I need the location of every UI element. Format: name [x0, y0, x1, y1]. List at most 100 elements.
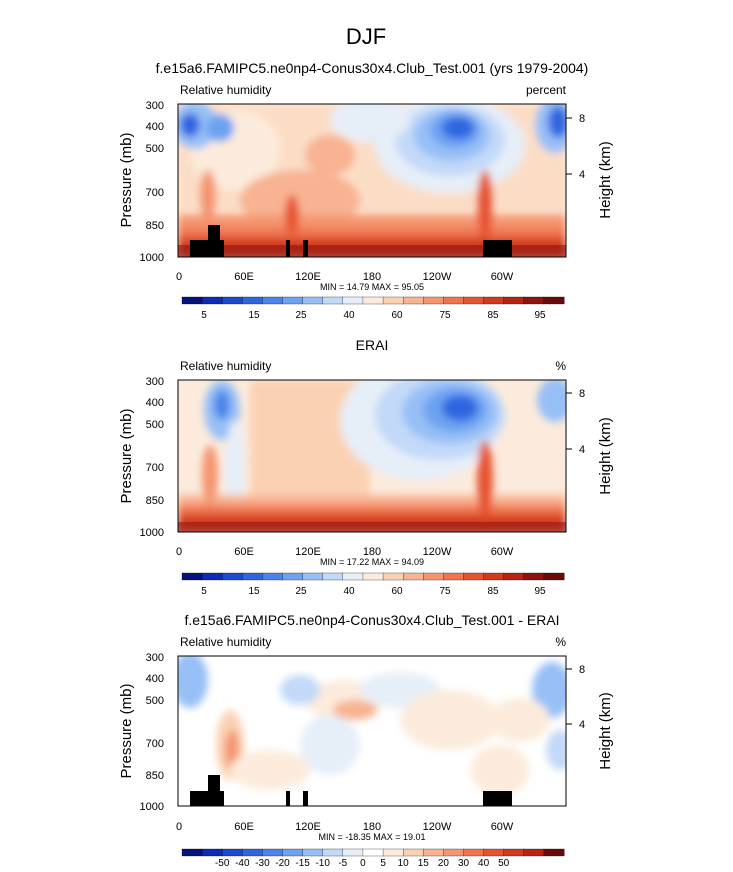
colorbar: [181, 296, 565, 305]
colorbar-label: 85: [487, 310, 499, 321]
y-axis-right-label: Height (km): [597, 417, 614, 495]
colorbar-swatch: [523, 296, 545, 305]
colorbar-swatch: [342, 572, 364, 581]
x-axis: 0 60E 120E 180 120W 60W: [176, 821, 514, 833]
y-axis-label: Pressure (mb): [118, 132, 135, 227]
colorbar-label: 0: [360, 858, 366, 869]
y-axis-left: 300 400 500 700 850 1000: [140, 652, 164, 813]
y-tick-label: 1000: [140, 527, 164, 539]
colorbar-swatch: [443, 572, 464, 581]
colorbar-label: 40: [478, 858, 490, 869]
colorbar-label: 75: [439, 310, 451, 321]
x-tick-label: 120E: [295, 271, 321, 283]
colorbar-swatch: [523, 848, 545, 857]
colorbar-label: 60: [391, 310, 403, 321]
colorbar-label: -10: [315, 858, 330, 869]
colorbar-swatch: [262, 296, 283, 305]
colorbar-swatch: [242, 848, 263, 857]
colorbar-swatch: [362, 296, 384, 305]
y-tick-label: 1000: [140, 801, 164, 813]
x-tick-label: 180: [363, 546, 381, 558]
panel-title: f.e15a6.FAMIPC5.ne0np4-Conus30x4.Club_Te…: [184, 612, 559, 628]
colorbar-label: 5: [201, 310, 207, 321]
colorbar-swatch: [201, 848, 223, 857]
x-tick-label: 60W: [491, 271, 514, 283]
y-right-tick-label: 8: [579, 113, 585, 125]
panel-title: ERAI: [356, 337, 389, 353]
y-tick-label: 300: [146, 652, 164, 664]
colorbar-swatch: [463, 572, 485, 581]
colorbar-swatch: [483, 848, 505, 857]
min-max-stats: MIN = 17.22 MAX = 94.09: [320, 557, 424, 567]
colorbar-swatch: [201, 296, 223, 305]
colorbar-swatch: [322, 572, 344, 581]
colorbar-swatch: [282, 572, 304, 581]
colorbar-label: 15: [248, 586, 260, 597]
y-axis-right-label: Height (km): [597, 692, 614, 770]
colorbar-swatch: [423, 572, 444, 581]
colorbar-swatch: [282, 296, 304, 305]
x-tick-label: 0: [176, 546, 182, 558]
colorbar-swatch: [282, 848, 304, 857]
y-tick-label: 500: [146, 695, 164, 707]
right-string: %: [555, 635, 566, 649]
colorbar-swatch: [262, 848, 283, 857]
colorbar-swatch: [543, 848, 565, 857]
x-axis: 0 60E 120E 180 120W 60W: [176, 546, 514, 558]
x-tick-label: 120E: [295, 821, 321, 833]
colorbar-swatch: [302, 572, 324, 581]
heatmap-field: [178, 380, 566, 532]
colorbar-swatch: [463, 296, 485, 305]
x-tick-label: 60E: [234, 546, 254, 558]
colorbar-label: 50: [498, 858, 510, 869]
colorbar-label: 10: [398, 858, 410, 869]
x-tick-label: 120W: [423, 546, 452, 558]
colorbar-swatch: [483, 572, 505, 581]
colorbar-label: -50: [215, 858, 230, 869]
colorbar-label: 15: [418, 858, 430, 869]
colorbar-swatch: [503, 848, 525, 857]
panel-model: f.e15a6.FAMIPC5.ne0np4-Conus30x4.Club_Te…: [118, 60, 614, 321]
colorbar-swatch: [443, 296, 464, 305]
colorbar-swatch: [503, 296, 525, 305]
y-axis-right: 8 4: [579, 664, 585, 731]
y-axis-right: 8 4: [579, 388, 585, 456]
x-tick-label: 60W: [491, 546, 514, 558]
colorbar-label: 75: [439, 586, 451, 597]
y-tick-label: 1000: [140, 252, 164, 264]
terrain-mask: [190, 225, 512, 257]
x-axis: 0 60E 120E 180 120W 60W: [176, 271, 514, 283]
min-max-stats: MIN = 14.79 MAX = 95.05: [320, 282, 424, 292]
colorbar: [181, 848, 565, 857]
colorbar-swatch: [222, 296, 243, 305]
colorbar-swatch: [302, 296, 324, 305]
colorbar-swatch: [222, 572, 243, 581]
y-right-tick-label: 8: [579, 388, 585, 400]
y-tick-label: 300: [146, 376, 164, 388]
y-tick-label: 500: [146, 419, 164, 431]
plot-frame: [177, 103, 567, 258]
y-right-tick-label: 8: [579, 664, 585, 676]
colorbar-labels: 5 15 25 40 60 75 85 95: [201, 310, 546, 321]
colorbar-swatch: [382, 296, 404, 305]
colorbar-swatch: [242, 296, 263, 305]
y-tick-label: 400: [146, 121, 164, 133]
x-tick-label: 120W: [423, 271, 452, 283]
colorbar-swatch: [181, 848, 203, 857]
colorbar-label: -40: [235, 858, 250, 869]
colorbar-swatch: [503, 572, 525, 581]
panel-title: f.e15a6.FAMIPC5.ne0np4-Conus30x4.Club_Te…: [156, 60, 589, 76]
plot-frame: [177, 655, 567, 807]
colorbar-label: 40: [343, 310, 355, 321]
y-axis-label: Pressure (mb): [118, 408, 135, 503]
colorbar-swatch: [181, 572, 203, 581]
y-tick-label: 400: [146, 673, 164, 685]
colorbar-swatch: [362, 848, 384, 857]
y-right-tick-label: 4: [579, 169, 585, 181]
right-string: percent: [526, 83, 567, 97]
colorbar-swatch: [302, 848, 324, 857]
colorbar-label: 30: [458, 858, 470, 869]
y-axis-right-label: Height (km): [597, 141, 614, 219]
colorbar-label: -15: [295, 858, 310, 869]
colorbar-label: -5: [338, 858, 347, 869]
